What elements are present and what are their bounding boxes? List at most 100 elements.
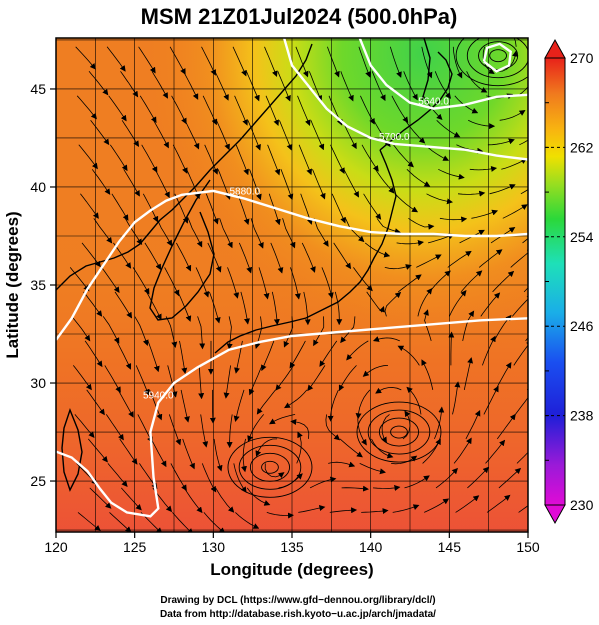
- streamline: [313, 218, 329, 247]
- credit-line-1: Drawing by DCL (https://www.gfd−dennou.o…: [160, 595, 435, 606]
- y-tick-label: 45: [30, 81, 46, 97]
- streamline: [487, 138, 515, 146]
- contour-label: 5700.0: [379, 132, 410, 143]
- streamline: [279, 120, 293, 151]
- hokkaido-coastline: [379, 51, 453, 151]
- streamline: [334, 291, 343, 326]
- streamline: [393, 144, 414, 168]
- y-tick-label: 40: [30, 179, 46, 195]
- streamline: [359, 463, 386, 475]
- streamline: [402, 410, 411, 440]
- x-axis-label: Longitude (degrees): [210, 560, 373, 579]
- streamline: [106, 46, 126, 72]
- streamline: [256, 389, 276, 415]
- mainland-coastline: [56, 43, 313, 291]
- streamline: [250, 218, 264, 249]
- contour-label: 5640.0: [418, 97, 449, 108]
- streamline: [439, 216, 468, 223]
- streamline: [447, 250, 472, 268]
- colorbar-label: 254: [570, 229, 594, 245]
- streamline: [203, 512, 226, 532]
- credit-line-2: Data from http://database.rish.kyoto−u.a…: [160, 609, 436, 620]
- streamline: [301, 242, 316, 273]
- streamline: [264, 46, 278, 78]
- streamline: [290, 267, 301, 300]
- streamline: [265, 95, 279, 127]
- streamline: [298, 144, 312, 176]
- contour-label: 5880.0: [230, 187, 261, 198]
- streamline: [74, 414, 95, 438]
- streamline: [492, 270, 515, 293]
- streamline: [530, 40, 538, 71]
- streamline: [429, 270, 451, 293]
- streamline: [235, 144, 249, 176]
- colorbar-label: 238: [570, 408, 594, 424]
- streamline: [214, 71, 229, 101]
- streamline: [468, 119, 496, 130]
- streamline: [247, 414, 265, 442]
- streamline: [303, 291, 311, 326]
- streamline: [247, 120, 261, 151]
- streamline: [200, 414, 209, 448]
- streamline: [151, 71, 168, 99]
- streamline: [168, 414, 182, 446]
- streamline: [327, 389, 339, 422]
- streamline: [513, 38, 517, 47]
- streamline: [154, 169, 170, 199]
- streamline: [467, 466, 489, 489]
- streamline: [117, 389, 134, 418]
- streamline: [142, 193, 159, 223]
- colorbar-label: 262: [570, 139, 594, 155]
- x-tick-label: 130: [202, 539, 226, 555]
- streamline: [361, 144, 379, 172]
- streamline: [135, 365, 150, 396]
- streamline: [434, 71, 452, 99]
- streamline: [295, 46, 309, 78]
- streamline: [517, 86, 528, 97]
- streamline: [123, 169, 140, 197]
- streamline: [138, 46, 156, 74]
- streamline: [234, 95, 248, 126]
- streamline: [330, 144, 345, 174]
- streamline: [308, 71, 323, 102]
- streamline: [261, 340, 275, 372]
- streamline: [109, 512, 132, 532]
- streamline: [343, 169, 359, 198]
- contour-line: [56, 189, 528, 341]
- streamline: [89, 487, 112, 509]
- streamline: [156, 218, 173, 247]
- streamline: [179, 340, 188, 374]
- streamline: [132, 267, 150, 295]
- streamline: [362, 365, 389, 377]
- streamline: [205, 193, 219, 225]
- streamline: [198, 365, 205, 400]
- streamline: [495, 362, 512, 391]
- x-tick-label: 145: [438, 539, 462, 555]
- taiwan-coastline: [61, 407, 83, 492]
- streamline: [280, 169, 294, 201]
- streamline: [227, 267, 240, 299]
- streamline: [363, 193, 382, 220]
- streamline: [266, 512, 294, 519]
- y-tick-label: 35: [30, 277, 46, 293]
- streamline: [171, 95, 187, 125]
- streamline: [372, 485, 401, 491]
- contour-line: [358, 38, 528, 110]
- streamline: [282, 218, 296, 249]
- streamline: [376, 218, 401, 235]
- streamline: [496, 413, 516, 440]
- streamline: [310, 120, 325, 151]
- streamline: [153, 120, 169, 149]
- contour-line: [56, 317, 528, 518]
- streamline: [184, 120, 200, 150]
- streamline: [466, 71, 488, 93]
- streamline: [392, 504, 420, 513]
- streamline: [255, 438, 278, 457]
- streamline: [209, 291, 221, 324]
- colorbar-label: 246: [570, 318, 594, 334]
- streamline: [408, 217, 435, 230]
- streamline: [241, 438, 247, 473]
- streamline: [187, 218, 203, 248]
- streamline: [511, 293, 528, 317]
